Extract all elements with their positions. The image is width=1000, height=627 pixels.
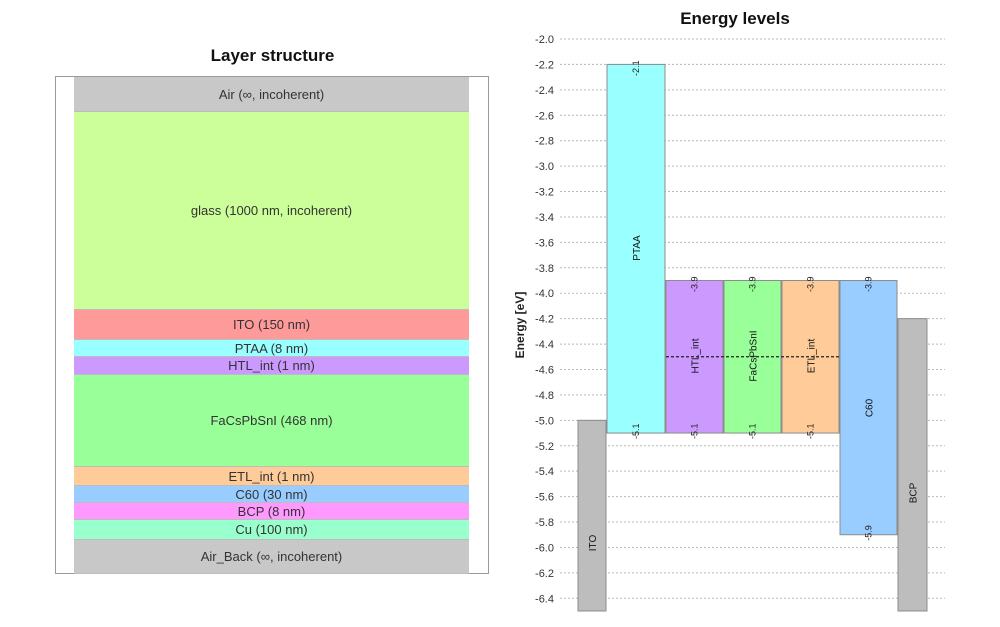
bar-name-label: FaCsPbSnI bbox=[749, 330, 760, 381]
bar-top-value: -3.9 bbox=[690, 277, 700, 293]
bar-top-value: -3.9 bbox=[864, 277, 874, 293]
y-tick-label: -2.0 bbox=[535, 34, 554, 46]
layer-1: glass (1000 nm, incoherent) bbox=[74, 112, 469, 310]
y-tick-label: -5.2 bbox=[535, 441, 554, 453]
y-tick-label: -4.4 bbox=[535, 339, 554, 351]
layer-label: PTAA (8 nm) bbox=[234, 340, 309, 356]
layer-3: PTAA (8 nm) bbox=[74, 340, 469, 357]
bar-name-label: PTAA bbox=[632, 235, 643, 261]
bar-bottom-value: -5.1 bbox=[806, 424, 816, 440]
layer-2: ITO (150 nm) bbox=[74, 310, 469, 340]
bar-bottom-value: -5.1 bbox=[748, 424, 758, 440]
layer-0: Air (∞, incoherent) bbox=[74, 77, 469, 112]
y-tick-label: -2.4 bbox=[535, 85, 554, 97]
layer-label: ETL_int (1 nm) bbox=[228, 468, 315, 484]
bar-bcp bbox=[897, 318, 928, 612]
y-tick-label: -5.8 bbox=[535, 517, 554, 529]
layer-label: Cu (100 nm) bbox=[235, 522, 308, 537]
layer-label: Air (∞, incoherent) bbox=[218, 86, 325, 102]
bar-top-value: -3.9 bbox=[748, 277, 758, 293]
layer-label: HTL_int (1 nm) bbox=[228, 358, 315, 373]
y-tick-label: -3.6 bbox=[535, 237, 554, 249]
layer-9: Cu (100 nm) bbox=[74, 520, 469, 540]
layer-7: C60 (30 nm) bbox=[74, 486, 469, 503]
bar-name-label: BCP bbox=[909, 482, 920, 503]
bar-top-value: -3.9 bbox=[806, 277, 816, 293]
layer-label: ITO (150 nm) bbox=[232, 317, 311, 332]
y-tick-label: -4.0 bbox=[535, 288, 554, 300]
bar-bottom-value: -5.1 bbox=[631, 424, 641, 440]
y-tick-label: -3.4 bbox=[535, 212, 554, 224]
bar-name-label: ITO bbox=[588, 535, 599, 552]
layer-8: BCP (8 nm) bbox=[74, 503, 469, 520]
y-tick-label: -4.6 bbox=[535, 364, 554, 376]
y-tick-label: -4.8 bbox=[535, 390, 554, 402]
layer-label: Air_Back (∞, incoherent) bbox=[200, 549, 343, 564]
y-tick-label: -4.2 bbox=[535, 314, 554, 326]
y-tick-label: -3.2 bbox=[535, 187, 554, 199]
bar-top-value: -2.1 bbox=[631, 60, 641, 76]
layer-5: FaCsPbSnI (468 nm) bbox=[74, 375, 469, 467]
y-tick-label: -2.2 bbox=[535, 59, 554, 71]
y-tick-label: -6.2 bbox=[535, 568, 554, 580]
layer-label: C60 (30 nm) bbox=[235, 486, 308, 502]
bar-name-label: ETL_int bbox=[807, 339, 818, 374]
bar-ito bbox=[577, 419, 607, 612]
layer-6: ETL_int (1 nm) bbox=[74, 467, 469, 486]
bar-bottom-value: -5.1 bbox=[690, 424, 700, 440]
y-tick-label: -6.0 bbox=[535, 542, 554, 554]
layer-label: FaCsPbSnI (468 nm) bbox=[210, 413, 333, 428]
y-tick-label: -2.6 bbox=[535, 110, 554, 122]
layer-4: HTL_int (1 nm) bbox=[74, 357, 469, 375]
y-tick-label: -6.4 bbox=[535, 593, 554, 605]
layer-label: glass (1000 nm, incoherent) bbox=[190, 203, 353, 218]
y-tick-label: -5.4 bbox=[535, 466, 554, 478]
y-tick-label: -3.0 bbox=[535, 161, 554, 173]
layer-structure-title: Layer structure bbox=[210, 46, 335, 65]
bar-c60 bbox=[839, 280, 898, 536]
bar-name-label: HTL_int bbox=[691, 338, 702, 373]
energy-levels-title: Energy levels bbox=[680, 9, 790, 28]
layer-label: BCP (8 nm) bbox=[237, 503, 306, 519]
bar-ptaa bbox=[606, 63, 666, 434]
y-tick-label: -2.8 bbox=[535, 136, 554, 148]
y-tick-label: -5.6 bbox=[535, 492, 554, 504]
bar-bottom-value: -5.9 bbox=[864, 525, 874, 541]
bar-name-label: C60 bbox=[865, 398, 876, 417]
layer-10: Air_Back (∞, incoherent) bbox=[74, 540, 469, 574]
y-tick-label: -3.8 bbox=[535, 263, 554, 275]
y-tick-label: -5.0 bbox=[535, 415, 554, 427]
y-axis-label: Energy [eV] bbox=[513, 292, 527, 359]
